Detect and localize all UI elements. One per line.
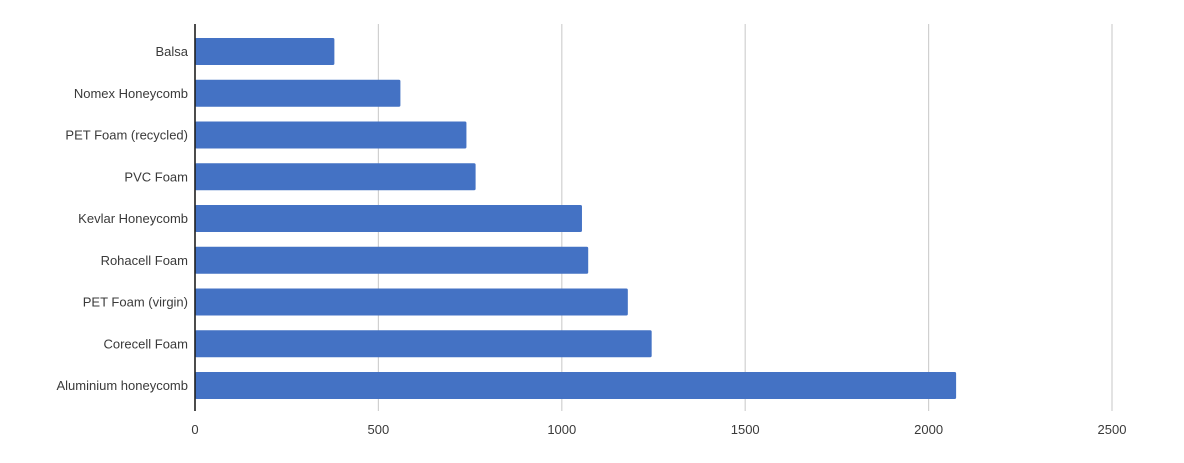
- category-label: PVC Foam: [124, 169, 188, 184]
- category-label: PET Foam (recycled): [65, 128, 188, 143]
- bar-kevlar-honeycomb: [195, 205, 582, 232]
- x-tick-label: 0: [191, 422, 198, 437]
- bar-aluminium-honeycomb: [195, 372, 957, 399]
- bar-pvc-foam: [195, 163, 476, 191]
- category-label: Aluminium honeycomb: [56, 378, 188, 393]
- category-label: Rohacell Foam: [101, 253, 188, 268]
- bar-nomex-honeycomb: [195, 79, 401, 107]
- bar-pet-foam-virgin: [195, 288, 628, 316]
- x-tick-label: 1500: [731, 422, 760, 437]
- bars: [195, 38, 957, 399]
- x-tick-label: 2000: [914, 422, 943, 437]
- category-label: Balsa: [155, 44, 188, 59]
- bar-rohacell-foam: [195, 246, 589, 274]
- bar-corecell-foam: [195, 330, 652, 358]
- bar-balsa: [195, 38, 335, 65]
- bar-pet-foam-recycled: [195, 121, 467, 149]
- x-tick-labels: 0 500 1000 1500 2000 2500: [191, 422, 1126, 437]
- category-label: Kevlar Honeycomb: [78, 211, 188, 226]
- x-tick-label: 1000: [547, 422, 576, 437]
- x-tick-label: 500: [368, 422, 390, 437]
- category-label: Nomex Honeycomb: [74, 86, 188, 101]
- category-labels: Balsa Nomex Honeycomb PET Foam (recycled) P…: [56, 44, 188, 393]
- x-tick-label: 2500: [1098, 422, 1127, 437]
- category-label: Corecell Foam: [103, 336, 188, 351]
- category-label: PET Foam (virgin): [83, 295, 188, 310]
